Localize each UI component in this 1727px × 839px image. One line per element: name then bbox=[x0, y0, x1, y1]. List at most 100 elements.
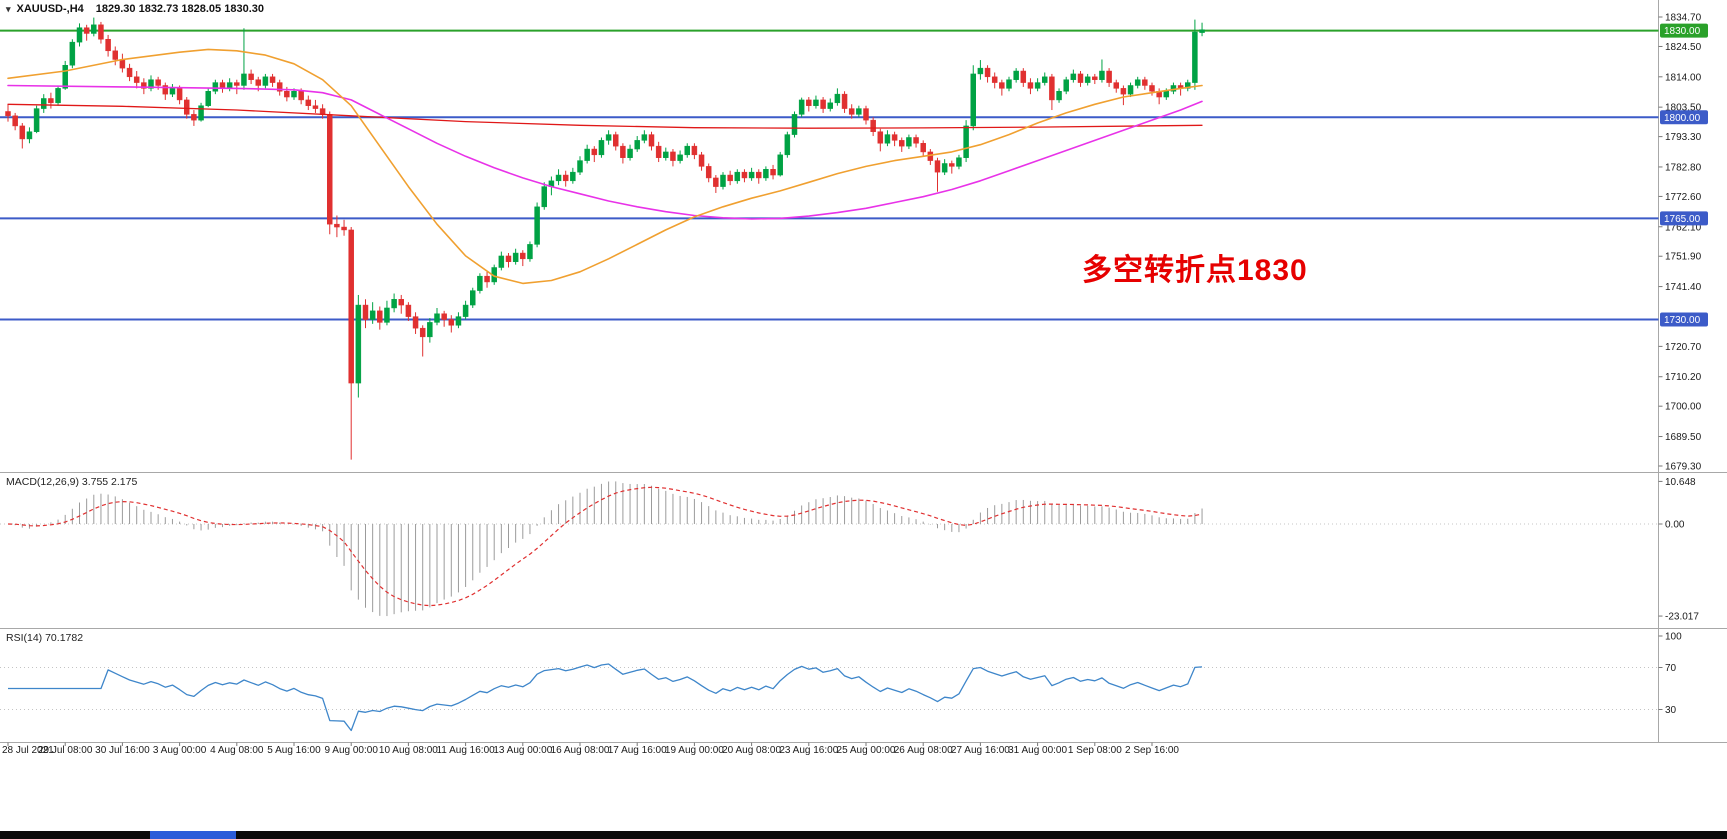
candle-body bbox=[298, 91, 304, 101]
candle-body bbox=[527, 244, 533, 260]
candle-body bbox=[126, 67, 133, 78]
taskbar-item[interactable] bbox=[150, 831, 236, 839]
candle-body bbox=[562, 174, 569, 182]
price-tag[interactable] bbox=[1660, 211, 1708, 226]
candle-body bbox=[434, 313, 440, 323]
time-label: 19 Aug 00:00 bbox=[665, 745, 724, 756]
axis-label: 1803.50 bbox=[1665, 103, 1702, 114]
ma-fast-orange bbox=[7, 48, 1203, 285]
candle-body bbox=[470, 290, 476, 306]
candle-body bbox=[820, 99, 826, 109]
candle-body bbox=[291, 91, 297, 98]
price-tag[interactable] bbox=[1660, 110, 1708, 125]
time-label: 27 Aug 16:00 bbox=[951, 745, 1010, 756]
candle-body bbox=[269, 76, 276, 83]
candle-body bbox=[934, 160, 941, 173]
candle-body bbox=[691, 145, 698, 156]
candle-body bbox=[1070, 73, 1077, 80]
candle-body bbox=[813, 99, 819, 106]
candle-body bbox=[705, 166, 712, 179]
candle-body bbox=[648, 134, 655, 147]
candle-body bbox=[162, 85, 169, 95]
candle-body bbox=[663, 151, 669, 158]
candle-body bbox=[262, 76, 269, 86]
candle-body bbox=[684, 145, 690, 156]
time-label: 23 Aug 16:00 bbox=[779, 745, 838, 756]
candle-body bbox=[1084, 76, 1091, 83]
axis-label: 1772.60 bbox=[1665, 192, 1702, 203]
candle-body bbox=[834, 93, 841, 104]
candle-body bbox=[419, 327, 426, 338]
candle-body bbox=[441, 313, 447, 320]
candle-body bbox=[1192, 31, 1198, 83]
candle-body bbox=[348, 229, 354, 384]
candle-body bbox=[520, 252, 526, 260]
candle-body bbox=[1056, 91, 1062, 101]
candle-body bbox=[791, 114, 798, 135]
candle-body bbox=[984, 67, 991, 78]
candle-body bbox=[655, 145, 662, 158]
rsi-indicator-label: RSI(14) 70.1782 bbox=[6, 632, 84, 644]
time-label: 20 Aug 08:00 bbox=[722, 745, 781, 756]
rsi-line bbox=[8, 663, 1203, 732]
candle-body bbox=[841, 93, 848, 109]
candle-body bbox=[748, 171, 755, 179]
chart-title: ▾ XAUUSD-,H4 1829.30 1832.73 1828.05 183… bbox=[6, 3, 264, 15]
time-label: 1 Sep 08:00 bbox=[1068, 745, 1122, 756]
time-label: 29 Jul 08:00 bbox=[38, 745, 93, 756]
candle-body bbox=[913, 137, 919, 144]
candle-body bbox=[76, 27, 83, 43]
candle-body bbox=[305, 99, 312, 106]
time-label: 16 Aug 08:00 bbox=[551, 745, 610, 756]
candle-body bbox=[462, 304, 469, 317]
candle-body bbox=[405, 304, 412, 317]
collapse-icon[interactable]: ▾ bbox=[6, 3, 11, 14]
candle-body bbox=[848, 108, 855, 115]
candle-body bbox=[141, 82, 147, 89]
symbol-timeframe: XAUUSD-,H4 bbox=[16, 3, 84, 15]
candle-body bbox=[756, 171, 762, 179]
candle-body bbox=[1185, 82, 1191, 89]
candle-body bbox=[427, 322, 433, 338]
candle-body bbox=[327, 114, 333, 225]
time-label: 31 Aug 00:00 bbox=[1008, 745, 1067, 756]
candle-body bbox=[734, 171, 741, 182]
axis-label: 1700.00 bbox=[1665, 402, 1702, 413]
ma-mid-magenta bbox=[7, 84, 1203, 220]
candle-body bbox=[949, 163, 955, 167]
candle-body bbox=[1142, 79, 1148, 86]
candle-body bbox=[155, 79, 161, 86]
candle-body bbox=[698, 154, 705, 167]
candle-body bbox=[241, 73, 247, 86]
candle-body bbox=[284, 91, 290, 98]
candle-body bbox=[713, 177, 719, 187]
axis-label: 1689.50 bbox=[1665, 432, 1702, 443]
time-label: 9 Aug 00:00 bbox=[325, 745, 379, 756]
price-tag[interactable] bbox=[1660, 23, 1708, 38]
candle-body bbox=[191, 114, 197, 121]
candle-body bbox=[1120, 88, 1127, 95]
axis-label: 1710.20 bbox=[1665, 372, 1702, 383]
candle-body bbox=[784, 134, 791, 156]
candle-body bbox=[1013, 70, 1019, 80]
candle-body bbox=[1149, 85, 1155, 92]
annotation-text: 多空转折点1830 bbox=[1082, 254, 1308, 287]
axis-label: 1765.00 bbox=[1664, 214, 1701, 225]
candle-body bbox=[91, 24, 97, 34]
time-label: 10 Aug 08:00 bbox=[379, 745, 438, 756]
candle-body bbox=[863, 108, 869, 121]
candle-body bbox=[119, 59, 126, 69]
axis-label: 1730.00 bbox=[1664, 315, 1701, 326]
candle-body bbox=[248, 73, 254, 80]
axis-label: 1741.40 bbox=[1665, 282, 1702, 293]
candle-body bbox=[391, 299, 397, 309]
candle-body bbox=[448, 319, 455, 326]
axis-label: 0.00 bbox=[1665, 520, 1685, 531]
candle-body bbox=[169, 88, 176, 95]
candle-body bbox=[1113, 82, 1119, 89]
candle-body bbox=[620, 145, 626, 158]
price-tag[interactable] bbox=[1660, 312, 1708, 327]
candle-body bbox=[970, 73, 976, 127]
axis-label: 1793.30 bbox=[1665, 132, 1702, 143]
